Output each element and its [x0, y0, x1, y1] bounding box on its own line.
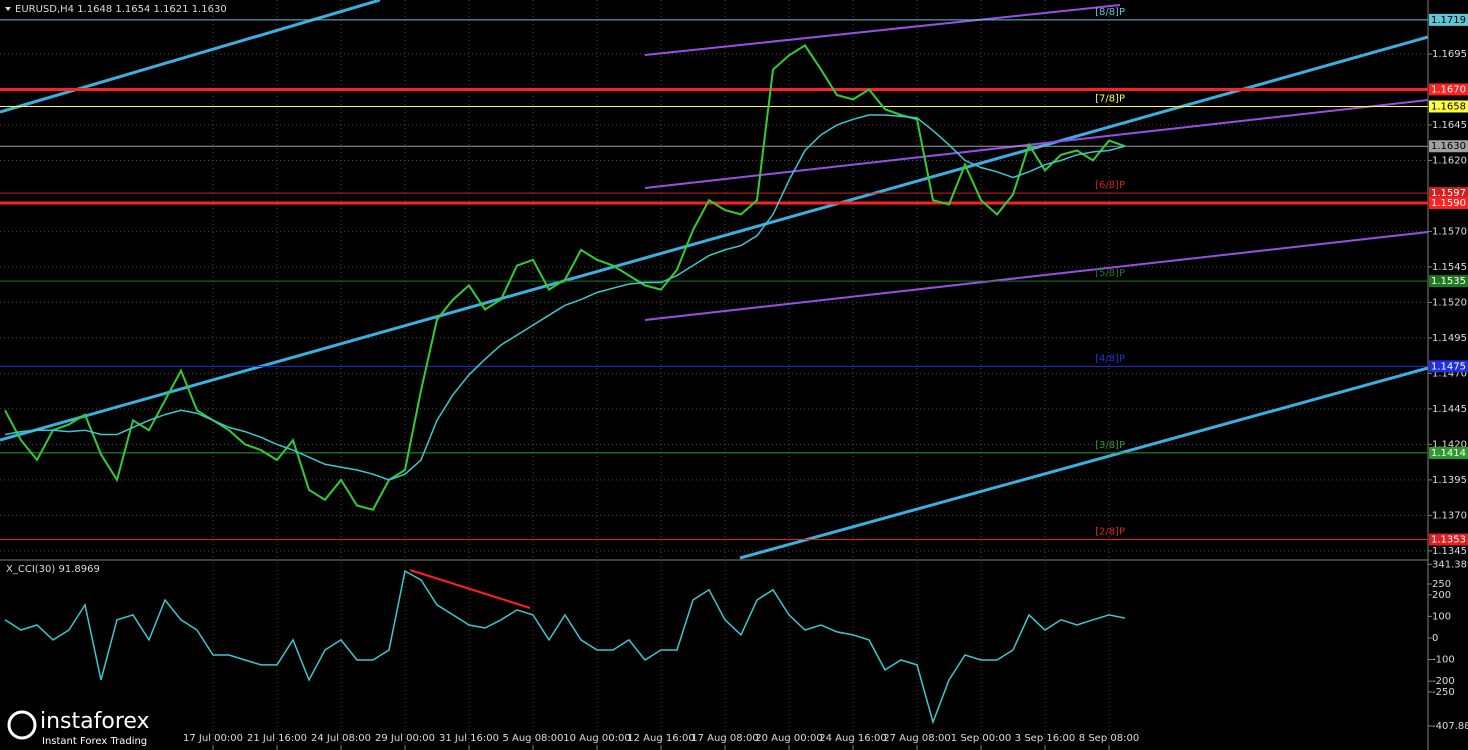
- level-label: 1.1535: [1431, 276, 1466, 287]
- trend-line: [0, 0, 381, 114]
- y-tick-label: 1.1495: [1432, 333, 1467, 344]
- chart-title: EURUSD,H4 1.1648 1.1654 1.1621 1.1630: [15, 4, 227, 15]
- channel-line: [644, 99, 1429, 189]
- logo-box: [0, 705, 180, 750]
- x-tick-label: 27 Aug 08:00: [883, 733, 950, 744]
- murray-label: [6/8]P: [1095, 180, 1125, 191]
- y-tick-label: 1.1520: [1432, 297, 1467, 308]
- level-label: 1.1670: [1431, 84, 1466, 95]
- x-tick-label: 3 Sep 16:00: [1015, 733, 1075, 744]
- level-label-box: [1429, 187, 1468, 200]
- divergence-line: [409, 569, 531, 609]
- level-label: 1.1414: [1431, 448, 1466, 459]
- y-tick-label: 1.1470: [1432, 368, 1467, 379]
- y-tick-label: -200: [1432, 676, 1455, 687]
- trend-line: [739, 366, 1429, 560]
- logo-tagline: Instant Forex Trading: [42, 736, 147, 747]
- level-label-box: [1429, 100, 1468, 113]
- y-tick-label: 100: [1432, 611, 1451, 622]
- level-label-box: [1429, 13, 1468, 26]
- level-label: 1.1719: [1431, 15, 1466, 26]
- channel-line: [644, 4, 1121, 56]
- menu-arrow[interactable]: [5, 7, 11, 11]
- y-tick-label: 1.1395: [1432, 475, 1467, 486]
- murray-label: [5/8]P: [1095, 268, 1125, 279]
- level-label: 1.1597: [1431, 188, 1466, 199]
- y-tick-label: 1.1345: [1432, 546, 1467, 557]
- y-tick-label: 250: [1432, 579, 1451, 590]
- price-line: [4, 44, 1126, 511]
- level-label-box: [1429, 197, 1468, 210]
- level-label: 1.1353: [1431, 535, 1466, 546]
- logo-icon: [7, 710, 37, 740]
- level-label-box: [1429, 275, 1468, 288]
- level-label-box: [1429, 140, 1468, 153]
- y-tick-label: 1.1570: [1432, 226, 1467, 237]
- trend-lines: [0, 0, 1429, 609]
- x-tick-label: 5 Aug 08:00: [502, 733, 563, 744]
- level-label-box: [1429, 360, 1468, 373]
- logo-name: instaforex: [40, 709, 150, 734]
- indicator-title: X_CCI(30) 91.8969: [6, 564, 100, 575]
- x-tick-label: 8 Sep 08:00: [1079, 733, 1139, 744]
- channel-line: [644, 231, 1429, 321]
- x-tick-label: 10 Aug 00:00: [563, 733, 630, 744]
- level-label-box: [1429, 533, 1468, 546]
- level-label: 1.1658: [1431, 101, 1466, 112]
- y-tick-label: 1.1695: [1432, 49, 1467, 60]
- x-tick-label: 17 Aug 08:00: [691, 733, 758, 744]
- y-tick-label: 1.1545: [1432, 262, 1467, 273]
- level-label-box: [1429, 446, 1468, 459]
- logo: instaforex Instant Forex Trading: [0, 705, 180, 750]
- indicator-line: [4, 114, 1126, 481]
- murray-label: [3/8]P: [1095, 440, 1125, 451]
- x-tick-label: 20 Aug 00:00: [755, 733, 822, 744]
- x-tick-label: 24 Jul 08:00: [311, 733, 371, 744]
- y-tick-label: 1.1420: [1432, 439, 1467, 450]
- y-tick-label: 200: [1432, 590, 1451, 601]
- x-tick-label: 17 Jul 00:00: [183, 733, 243, 744]
- x-tick-label: 29 Jul 00:00: [375, 733, 435, 744]
- x-tick-label: 24 Aug 16:00: [819, 733, 886, 744]
- y-tick-label: 1.1370: [1432, 510, 1467, 521]
- murray-label: [2/8]P: [1095, 527, 1125, 538]
- x-tick-label: 1 Sep 00:00: [951, 733, 1011, 744]
- murray-label: [7/8]P: [1095, 93, 1125, 104]
- y-tick-label: -250: [1432, 687, 1455, 698]
- level-label: 1.1630: [1431, 141, 1466, 152]
- x-tick-label: 31 Jul 16:00: [439, 733, 499, 744]
- level-label: 1.1475: [1431, 361, 1466, 372]
- x-tick-label: 12 Aug 16:00: [627, 733, 694, 744]
- murray-label: [4/8]P: [1095, 353, 1125, 364]
- x-tick-label: 21 Jul 16:00: [247, 733, 307, 744]
- level-label: 1.1590: [1431, 198, 1466, 209]
- level-label-box: [1429, 83, 1468, 96]
- y-tick-label: -100: [1432, 655, 1455, 666]
- y-tick-label: -407.883: [1432, 721, 1468, 732]
- y-tick-label: 1.1445: [1432, 404, 1467, 415]
- y-tick-label: 341.3899: [1432, 559, 1468, 570]
- y-tick-label: 0: [1432, 633, 1438, 644]
- y-tick-label: 1.1620: [1432, 155, 1467, 166]
- indicator-line: [4, 569, 1126, 725]
- murray-label: [8/8]P: [1095, 7, 1125, 18]
- y-tick-label: 1.1645: [1432, 120, 1467, 131]
- trend-line: [0, 35, 1429, 442]
